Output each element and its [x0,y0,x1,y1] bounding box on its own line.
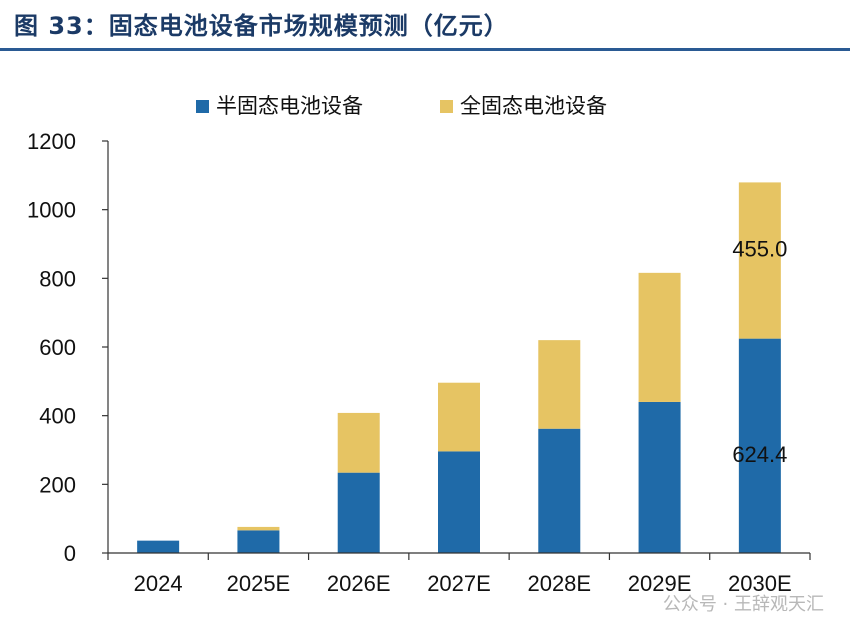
bar-all-solid-2028E [538,340,581,429]
bar-all-solid-2029E [638,272,681,402]
x-tick-label: 2030E [728,571,792,596]
legend-label: 全固态电池设备 [460,94,607,118]
x-tick-label: 2029E [628,571,692,596]
y-tick-label: 400 [39,404,76,429]
bar-semi-solid-2029E [638,401,681,553]
bar-all-solid-2025E [237,526,280,531]
legend-label: 半固态电池设备 [216,94,363,118]
y-tick-label: 1200 [27,129,76,154]
x-tick-label: 2024 [134,571,183,596]
y-tick-label: 600 [39,335,76,360]
x-tick-label: 2025E [227,571,291,596]
bar-all-solid-2026E [337,412,380,473]
y-tick-label: 0 [64,541,76,566]
bar-semi-solid-2026E [337,472,380,553]
bar-semi-solid-2028E [538,428,581,553]
watermark-text: 公众号 · 王辞观天汇 [662,594,824,615]
bar-all-solid-2030E [738,182,781,339]
y-tick-label: 800 [39,266,76,291]
bar-semi-solid-2030E [738,338,781,553]
bar-all-solid-2027E [438,382,480,452]
data-label-455.0: 455.0 [732,237,787,262]
y-tick-label: 200 [39,472,76,497]
x-tick-label: 2027E [427,571,491,596]
x-axis: 2024 2025E 2026E 2027E 2028E 2029E 2030E [107,552,811,596]
data-labels: 624.4 455.0 [732,237,787,467]
bar-semi-solid-2027E [438,451,480,553]
bar-semi-solid-2024 [137,540,180,553]
x-tick-label: 2028E [527,571,591,596]
y-axis: 0 200 400 600 800 1000 1200 [27,129,109,566]
legend-swatch [440,100,453,113]
figure-title: 图 33：固态电池设备市场规模预测（亿元） [14,12,509,40]
data-label-624.4: 624.4 [732,442,787,467]
legend-swatch [196,100,209,113]
title-divider [0,48,850,51]
bar-semi-solid-2025E [237,530,280,553]
legend: 半固态电池设备 全固态电池设备 [196,94,607,118]
bars [137,182,781,553]
y-tick-label: 1000 [27,198,76,223]
x-tick-label: 2026E [327,571,391,596]
